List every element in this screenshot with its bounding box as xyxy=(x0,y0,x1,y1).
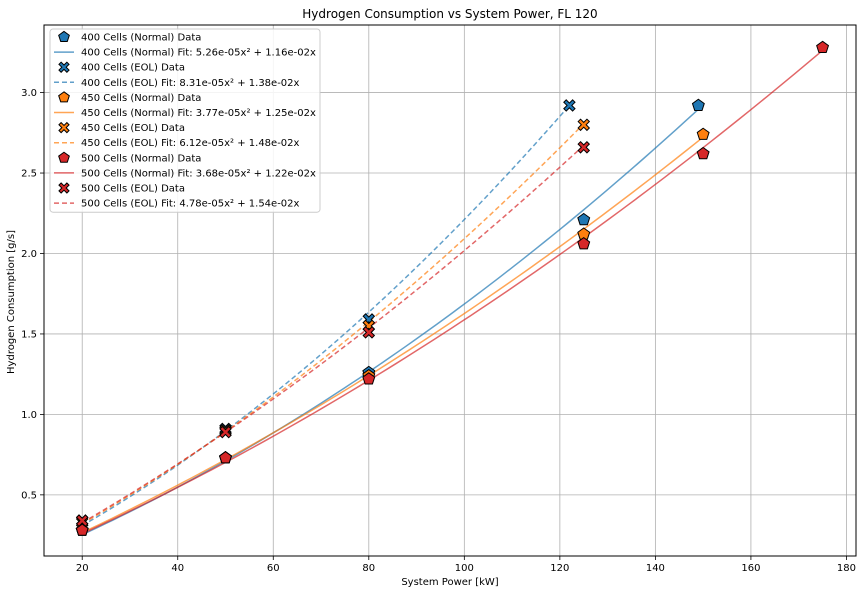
legend-label: 500 Cells (Normal) Fit: 3.68e-05x² + 1.2… xyxy=(81,168,316,179)
x-tick-label: 180 xyxy=(837,563,856,574)
x-axis-label: System Power [kW] xyxy=(401,577,498,588)
legend-label: 450 Cells (Normal) Data xyxy=(81,93,201,104)
data-point xyxy=(577,212,591,226)
legend-marker xyxy=(58,182,70,194)
data-point xyxy=(696,146,710,160)
legend-label: 500 Cells (EOL) Data xyxy=(81,184,185,195)
legend-label: 500 Cells (EOL) Fit: 4.78e-05x² + 1.54e-… xyxy=(81,199,300,210)
data-point xyxy=(362,326,376,339)
y-axis-label: Hydrogen Consumption [g/s] xyxy=(6,230,17,374)
legend-label: 400 Cells (EOL) Data xyxy=(81,63,185,74)
legend-label: 400 Cells (EOL) Fit: 8.31e-05x² + 1.38e-… xyxy=(81,78,300,89)
y-tick-label: 3.0 xyxy=(21,88,37,99)
data-point xyxy=(563,99,576,112)
data-point xyxy=(75,523,89,536)
grid-layer xyxy=(44,25,856,556)
fit-line xyxy=(81,136,704,534)
y-tick-label: 2.5 xyxy=(21,169,37,180)
data-point xyxy=(696,127,710,140)
legend-marker xyxy=(58,151,70,163)
data-point xyxy=(577,237,591,250)
legend-marker xyxy=(58,30,70,43)
data-point xyxy=(219,425,232,439)
ticks-layer: 20 40 60 80 100 120 140 160 180 0.5 1.0 1.5 2.0 2.5 3.… xyxy=(21,88,856,574)
data-point xyxy=(75,514,89,527)
x-tick-label: 40 xyxy=(171,563,184,574)
legend-marker xyxy=(58,91,70,103)
legend-box xyxy=(49,28,321,213)
legend-label: 500 Cells (Normal) Data xyxy=(81,153,201,164)
x-tick-label: 100 xyxy=(455,563,474,574)
data-point xyxy=(362,372,376,385)
legend-label: 450 Cells (EOL) Fit: 6.12e-05x² + 1.48e-… xyxy=(81,138,300,149)
fit-line xyxy=(81,104,570,527)
legend-label: 400 Cells (Normal) Data xyxy=(81,33,201,44)
data-point xyxy=(691,98,705,111)
legend-marker xyxy=(58,121,70,134)
legend-label: 450 Cells (Normal) Fit: 3.77e-05x² + 1.2… xyxy=(81,108,316,119)
y-tick-label: 1.0 xyxy=(21,410,37,421)
legend-label: 450 Cells (EOL) Data xyxy=(81,123,185,134)
y-tick-label: 2.0 xyxy=(21,249,37,260)
x-tick-label: 60 xyxy=(267,563,280,574)
y-tick-label: 0.5 xyxy=(21,490,37,501)
legend-label: 400 Cells (Normal) Fit: 5.26e-05x² + 1.1… xyxy=(81,48,316,59)
x-tick-label: 80 xyxy=(362,563,375,574)
x-tick-label: 160 xyxy=(741,563,760,574)
x-tick-label: 20 xyxy=(76,563,89,574)
data-point xyxy=(219,451,232,464)
fit-line xyxy=(81,144,585,524)
plot-frame xyxy=(43,24,857,557)
legend: 400 Cells (Normal) Data 400 Cells (Normal… xyxy=(49,28,321,213)
data-point xyxy=(577,140,591,154)
chart-title: Hydrogen Consumption vs System Power, FL… xyxy=(302,7,597,21)
y-tick-label: 1.5 xyxy=(21,329,37,340)
x-tick-label: 140 xyxy=(646,563,665,574)
legend-marker xyxy=(58,61,70,73)
data-point xyxy=(577,118,591,132)
data-point xyxy=(816,40,830,54)
markers-layer xyxy=(75,40,830,536)
x-tick-label: 120 xyxy=(550,563,569,574)
